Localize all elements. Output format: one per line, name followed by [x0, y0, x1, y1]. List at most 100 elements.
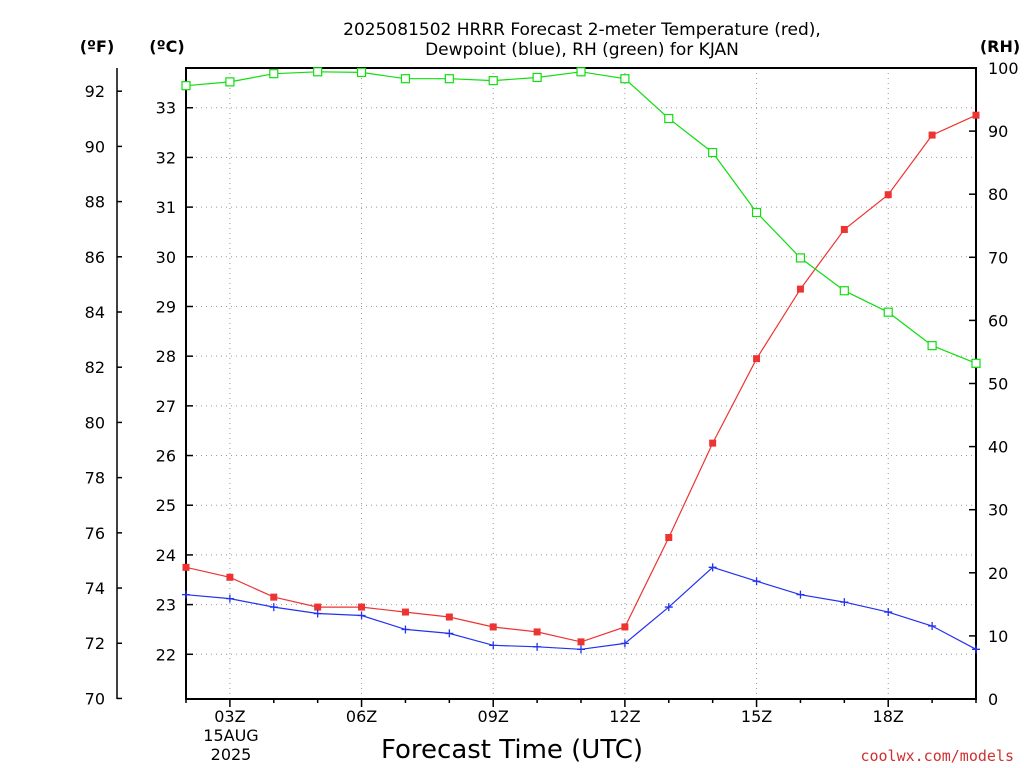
- rh-point: [313, 67, 323, 77]
- fahrenheit-tick-label: 80: [85, 413, 105, 432]
- dewpoint-point: [664, 603, 673, 612]
- rh-point: [620, 74, 630, 84]
- fahrenheit-tick-label: 84: [85, 303, 105, 322]
- temperature-point: [182, 563, 190, 571]
- rh-point: [488, 76, 498, 86]
- celsius-tick-label: 30: [156, 248, 176, 267]
- chart-title-line1: 2025081502 HRRR Forecast 2-meter Tempera…: [343, 20, 821, 40]
- dewpoint-point: [489, 641, 498, 650]
- dewpoint-point: [577, 645, 585, 654]
- rh-point: [795, 253, 806, 263]
- temperature-point: [928, 131, 936, 139]
- celsius-tick-label: 22: [156, 645, 176, 664]
- dewpoint-point: [840, 598, 849, 607]
- dewpoint-point: [884, 608, 893, 617]
- celsius-tick-label: 25: [156, 496, 176, 515]
- x-axis-title: Forecast Time (UTC): [381, 735, 643, 765]
- fahrenheit-tick-label: 70: [85, 689, 105, 708]
- dewpoint-point: [313, 609, 322, 618]
- x-tick-label: 06Z: [346, 707, 377, 726]
- rh-tick-label: 50: [988, 375, 1008, 394]
- rh-point: [576, 67, 586, 77]
- rh-point: [664, 113, 674, 124]
- fahrenheit-tick-label: 90: [85, 137, 105, 156]
- x-tick-label: 09Z: [478, 707, 509, 726]
- celsius-tick-label: 32: [156, 148, 176, 167]
- rh-point: [356, 67, 367, 78]
- temperature-point: [533, 628, 541, 636]
- temperature-point: [489, 623, 497, 631]
- celsius-unit-label: (ºC): [149, 37, 184, 56]
- dewpoint-point: [225, 594, 234, 603]
- temperature-point: [358, 603, 366, 611]
- rh-point: [751, 207, 762, 218]
- fahrenheit-tick-label: 82: [85, 358, 105, 377]
- rh-point: [971, 358, 981, 368]
- temperature-point: [577, 638, 585, 646]
- celsius-tick-label: 33: [156, 99, 176, 118]
- temperature-point: [401, 608, 409, 616]
- x-tick-label: 15Z: [741, 707, 772, 726]
- axes: 70 72 74 76 78 80 82 84 86 88 90 92 22 23 24 25 26 27 28 29…: [85, 59, 1019, 726]
- rh-tick-label: 80: [988, 185, 1008, 204]
- rh-unit-label: (RH): [980, 37, 1020, 56]
- temperature-point: [709, 439, 717, 447]
- temperature-point: [972, 111, 980, 119]
- credit-label: coolwx.com/models: [860, 747, 1014, 765]
- celsius-tick-label: 31: [156, 198, 176, 217]
- fahrenheit-tick-label: 78: [85, 469, 105, 488]
- temperature-point: [314, 603, 322, 611]
- rh-tick-label: 90: [988, 122, 1008, 141]
- temperature-point: [840, 225, 848, 233]
- fahrenheit-tick-label: 72: [85, 634, 105, 653]
- temperature-point: [226, 573, 234, 581]
- celsius-tick-label: 29: [156, 297, 176, 316]
- rh-tick-label: 10: [988, 627, 1008, 646]
- rh-tick-label: 100: [988, 59, 1019, 78]
- dewpoint-point: [752, 577, 761, 586]
- dewpoint-point: [445, 629, 454, 638]
- rh-point: [400, 74, 411, 84]
- fahrenheit-tick-label: 92: [85, 82, 105, 101]
- dewpoint-point: [401, 625, 410, 634]
- fahrenheit-unit-label: (ºF): [80, 37, 115, 56]
- dewpoint-point: [928, 621, 937, 630]
- dewpoint-point: [533, 642, 542, 651]
- rh-point: [181, 81, 191, 91]
- date-label-year: 2025: [211, 745, 252, 764]
- rh-point: [269, 69, 279, 79]
- celsius-tick-label: 24: [156, 546, 176, 565]
- temperature-point: [665, 534, 673, 542]
- rh-tick-label: 0: [988, 690, 998, 709]
- rh-point: [225, 77, 235, 87]
- chart-title-line2: Dewpoint (blue), RH (green) for KJAN: [425, 40, 739, 60]
- grid-lines: [186, 68, 976, 699]
- x-tick-label: 18Z: [873, 707, 904, 726]
- rh-tick-label: 30: [988, 501, 1008, 520]
- dewpoint-point: [182, 590, 190, 599]
- dewpoint-point: [708, 563, 717, 572]
- dewpoint-point: [269, 603, 278, 612]
- celsius-tick-label: 26: [156, 447, 176, 466]
- celsius-tick-label: 28: [156, 347, 176, 366]
- celsius-tick-label: 27: [156, 397, 176, 416]
- series-layer: [181, 67, 981, 654]
- temperature-point: [753, 355, 761, 363]
- x-tick-label: 12Z: [609, 707, 640, 726]
- temperature-point: [884, 191, 892, 199]
- dewpoint-point: [972, 645, 980, 654]
- dewpoint-point: [620, 639, 629, 648]
- rh-point: [883, 307, 893, 317]
- x-tick-label: 03Z: [214, 707, 245, 726]
- celsius-tick-label: 23: [156, 596, 176, 615]
- temperature-point: [621, 623, 629, 631]
- dewpoint-line: [185, 566, 977, 650]
- temperature-point: [270, 593, 278, 601]
- rh-point: [532, 72, 542, 83]
- temperature-point: [445, 613, 453, 621]
- fahrenheit-tick-label: 74: [85, 579, 105, 598]
- rh-tick-label: 40: [988, 438, 1008, 457]
- temperature-point: [796, 285, 804, 293]
- rh-tick-label: 70: [988, 248, 1008, 267]
